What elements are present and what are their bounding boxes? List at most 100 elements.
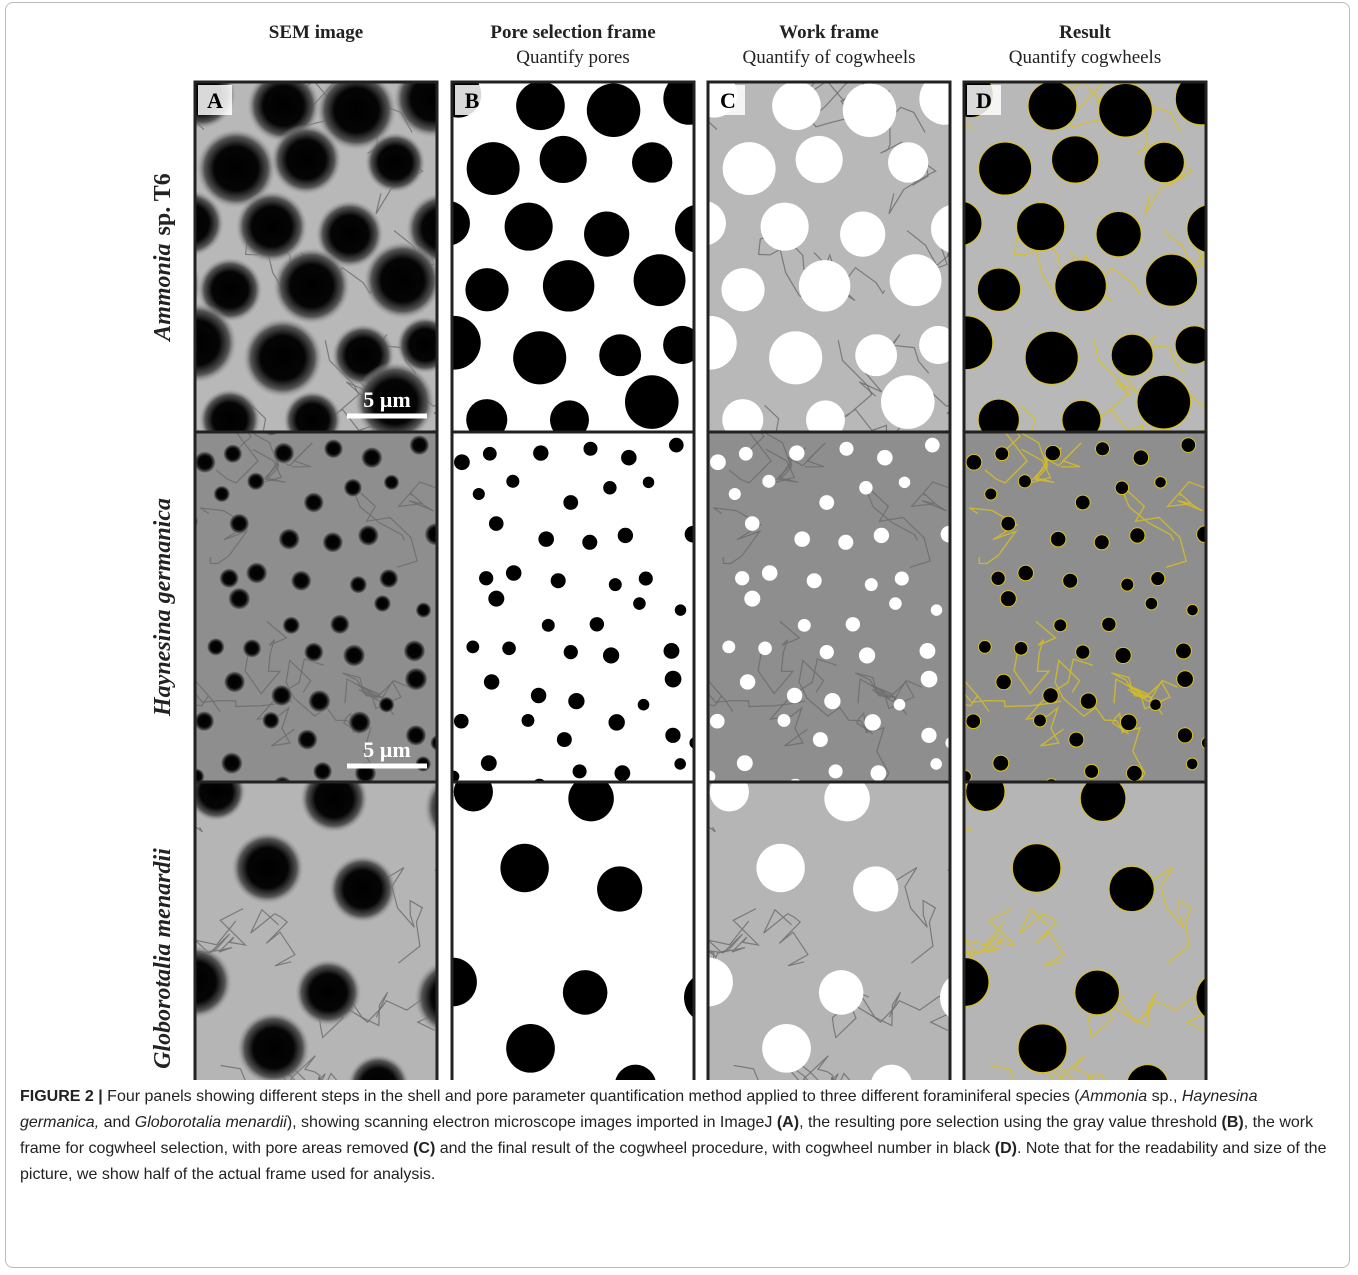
pore	[758, 642, 772, 656]
pore	[603, 647, 619, 663]
page: SEM imagePore selection frameQuantify po…	[0, 0, 1358, 1275]
pore	[1025, 331, 1078, 384]
pore	[489, 516, 504, 531]
column-title: Result	[1059, 22, 1111, 43]
row-label-part: sp. T6	[150, 173, 176, 235]
row-label-part: Globorotalia menardii	[150, 848, 176, 1069]
column-subtitle: Quantify of cogwheels	[742, 47, 915, 68]
pore	[1111, 334, 1153, 376]
pore	[609, 578, 622, 591]
pore	[1096, 212, 1141, 257]
pore	[1018, 1024, 1067, 1073]
pore	[951, 810, 964, 823]
pore	[1295, 278, 1336, 319]
pore	[138, 775, 159, 796]
pore	[778, 714, 791, 727]
pore	[465, 268, 508, 311]
pore	[813, 732, 828, 747]
pore	[618, 528, 633, 543]
pore	[632, 142, 672, 182]
pore	[772, 81, 821, 130]
pore	[996, 674, 1011, 689]
pore	[1063, 573, 1078, 588]
pore	[1055, 260, 1106, 311]
pore	[505, 203, 553, 251]
pore	[540, 136, 587, 183]
pore	[1069, 732, 1084, 747]
pore	[838, 535, 853, 550]
pore	[865, 578, 878, 591]
pore	[1121, 578, 1134, 591]
pore	[360, 446, 383, 469]
pore	[329, 855, 397, 923]
pore	[378, 696, 395, 713]
pore	[1109, 866, 1154, 911]
pore	[383, 474, 400, 491]
pore	[1238, 764, 1250, 776]
pore	[295, 959, 362, 1026]
row-label: Ammoniasp. T6	[150, 173, 176, 343]
pore	[789, 445, 804, 460]
pore	[563, 970, 608, 1015]
pore	[995, 447, 1009, 461]
pore	[404, 667, 429, 692]
pore	[583, 442, 597, 456]
pore	[979, 142, 1032, 195]
pore	[762, 1024, 811, 1073]
pore	[735, 571, 749, 585]
pore	[533, 445, 548, 460]
pore	[590, 617, 604, 631]
pore	[762, 475, 775, 488]
pore	[674, 758, 686, 770]
pore	[796, 136, 843, 183]
pore	[761, 203, 809, 251]
pore	[467, 142, 520, 195]
pore	[82, 186, 148, 252]
panel-background	[452, 782, 694, 1080]
pore	[663, 326, 701, 364]
pore	[557, 732, 572, 747]
pore	[516, 81, 565, 130]
pore	[921, 671, 938, 688]
pore	[140, 450, 162, 472]
pore	[542, 619, 555, 632]
pore	[343, 478, 363, 498]
pore	[23, 782, 92, 851]
pore	[246, 472, 266, 492]
pore	[349, 575, 368, 594]
pore	[223, 670, 246, 693]
pore	[473, 488, 485, 500]
pore	[1018, 475, 1031, 488]
pore	[1305, 378, 1358, 433]
pore	[312, 761, 333, 782]
pore	[799, 260, 850, 311]
pore	[1232, 679, 1246, 693]
pore	[1224, 649, 1237, 662]
pore	[899, 477, 910, 488]
pore	[127, 693, 145, 711]
pore	[737, 755, 753, 771]
pore	[531, 688, 546, 703]
pore	[978, 640, 991, 653]
pore	[829, 764, 843, 778]
column-subtitle: Quantify pores	[516, 47, 629, 68]
pore	[807, 573, 822, 588]
pore	[274, 7, 350, 83]
pore	[1130, 528, 1145, 543]
pore	[1294, 140, 1348, 194]
pore	[621, 450, 637, 466]
pore	[551, 573, 566, 588]
pore	[745, 516, 760, 531]
pore	[323, 438, 344, 459]
pore	[1181, 438, 1196, 453]
row-label: Haynesina germanica	[150, 498, 176, 717]
pore	[1075, 970, 1120, 1015]
pore	[921, 728, 936, 743]
pore	[843, 83, 897, 137]
pore	[342, 643, 366, 667]
pore	[194, 10, 264, 80]
pore	[787, 688, 802, 703]
panel-background	[452, 432, 694, 782]
pore	[228, 513, 250, 535]
pore	[403, 639, 427, 663]
